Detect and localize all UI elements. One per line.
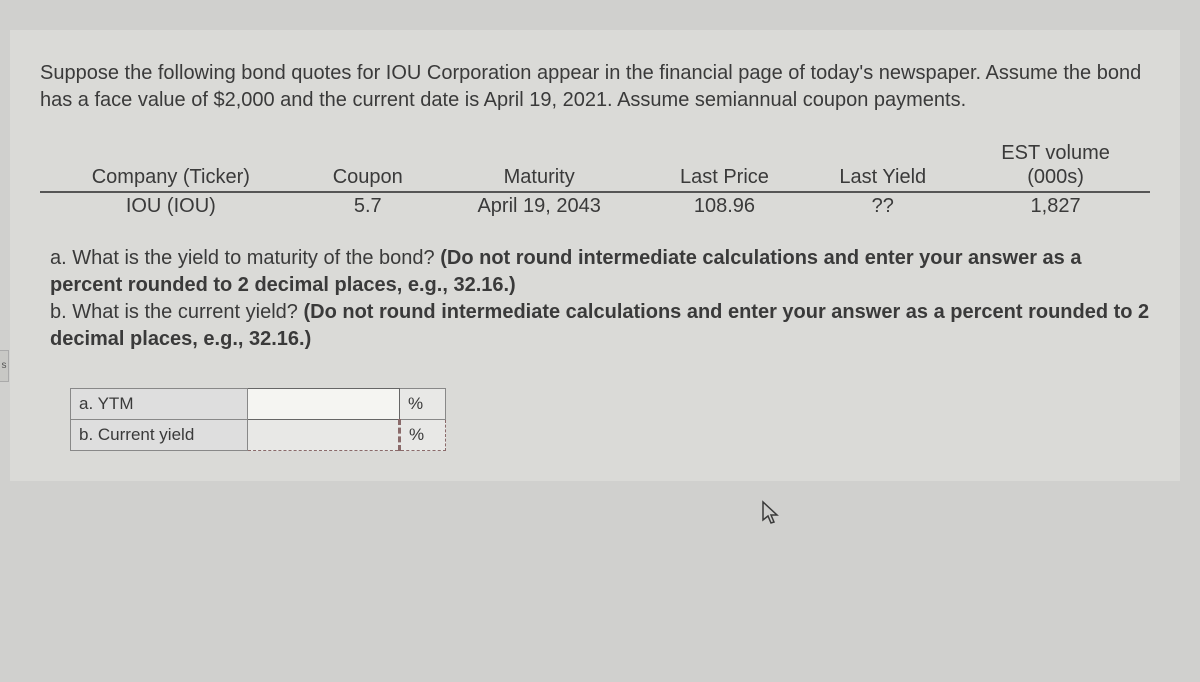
col-coupon: Coupon	[302, 139, 434, 192]
ytm-input[interactable]	[248, 389, 399, 419]
cell-last-price: 108.96	[644, 192, 804, 220]
answer-table: a. YTM % b. Current yield %	[70, 388, 446, 451]
answer-input-cell-cy[interactable]	[248, 420, 400, 451]
cell-est-vol: 1,827	[961, 192, 1150, 220]
question-list: a. What is the yield to maturity of the …	[50, 245, 1150, 353]
cell-coupon: 5.7	[302, 192, 434, 220]
unit-ytm: %	[400, 389, 446, 420]
col-est-vol: EST volume (000s)	[961, 139, 1150, 192]
col-maturity: Maturity	[434, 139, 645, 192]
current-yield-input[interactable]	[248, 420, 398, 450]
cell-last-yield: ??	[804, 192, 961, 220]
answer-input-cell-ytm[interactable]	[248, 389, 400, 420]
cursor-icon	[760, 500, 780, 526]
question-a: a. What is the yield to maturity of the …	[50, 245, 1150, 299]
side-tab-stub: s	[0, 350, 9, 382]
problem-page: Suppose the following bond quotes for IO…	[10, 30, 1180, 481]
col-last-price: Last Price	[644, 139, 804, 192]
cell-maturity: April 19, 2043	[434, 192, 645, 220]
question-b: b. What is the current yield? (Do not ro…	[50, 299, 1150, 353]
col-last-yield: Last Yield	[804, 139, 961, 192]
table-header-row: Company (Ticker) Coupon Maturity Last Pr…	[40, 139, 1150, 192]
cell-company: IOU (IOU)	[40, 192, 302, 220]
table-data-row: IOU (IOU) 5.7 April 19, 2043 108.96 ?? 1…	[40, 192, 1150, 220]
intro-paragraph: Suppose the following bond quotes for IO…	[40, 60, 1150, 114]
bond-quote-table: Company (Ticker) Coupon Maturity Last Pr…	[40, 139, 1150, 220]
answer-row-current-yield: b. Current yield %	[71, 420, 446, 451]
col-company: Company (Ticker)	[40, 139, 302, 192]
answer-label-ytm: a. YTM	[71, 389, 248, 420]
answer-row-ytm: a. YTM %	[71, 389, 446, 420]
answer-label-cy: b. Current yield	[71, 420, 248, 451]
unit-cy: %	[400, 420, 446, 451]
